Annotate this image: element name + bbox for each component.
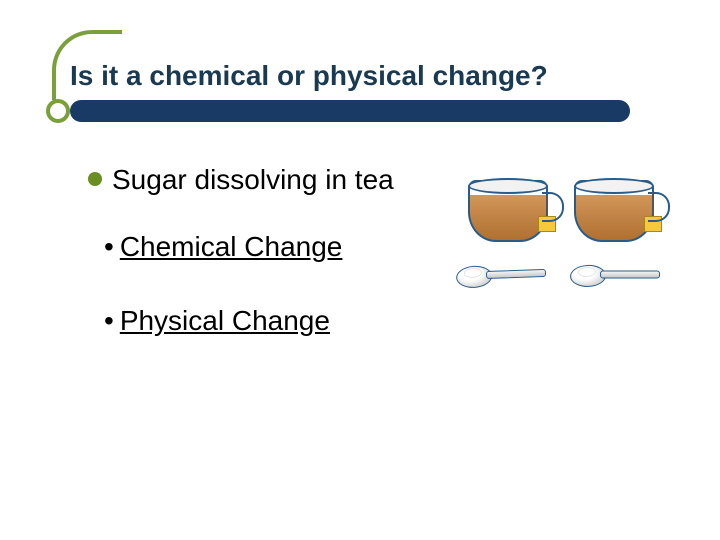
teabag-tag-icon [538, 216, 556, 232]
teacup-icon [468, 180, 548, 242]
cup-rim [468, 178, 548, 194]
teacup-icon [574, 180, 654, 242]
title-underline-bar [70, 100, 630, 122]
bullet-icon [88, 172, 102, 186]
spoon-handle [600, 270, 660, 278]
spoon-icon [570, 260, 661, 287]
bullet-dot-icon: • [104, 305, 114, 336]
slide-title: Is it a chemical or physical change? [70, 60, 650, 92]
answer-physical-link[interactable]: Physical Change [120, 305, 330, 336]
spoon-icon [455, 259, 546, 289]
bullet-dot-icon: • [104, 231, 114, 262]
cup-rim [574, 178, 654, 194]
teabag-string-icon [652, 196, 654, 218]
spoon-handle [486, 269, 546, 279]
tea-illustration [460, 176, 670, 316]
question-item: Sugar dissolving in tea [88, 162, 418, 197]
slide: Is it a chemical or physical change? Sug… [0, 0, 720, 540]
answer-chemical-link[interactable]: Chemical Change [120, 231, 343, 262]
teabag-tag-icon [644, 216, 662, 232]
question-text: Sugar dissolving in tea [112, 162, 394, 197]
teabag-string-icon [546, 196, 548, 218]
title-block: Is it a chemical or physical change? [70, 60, 650, 122]
